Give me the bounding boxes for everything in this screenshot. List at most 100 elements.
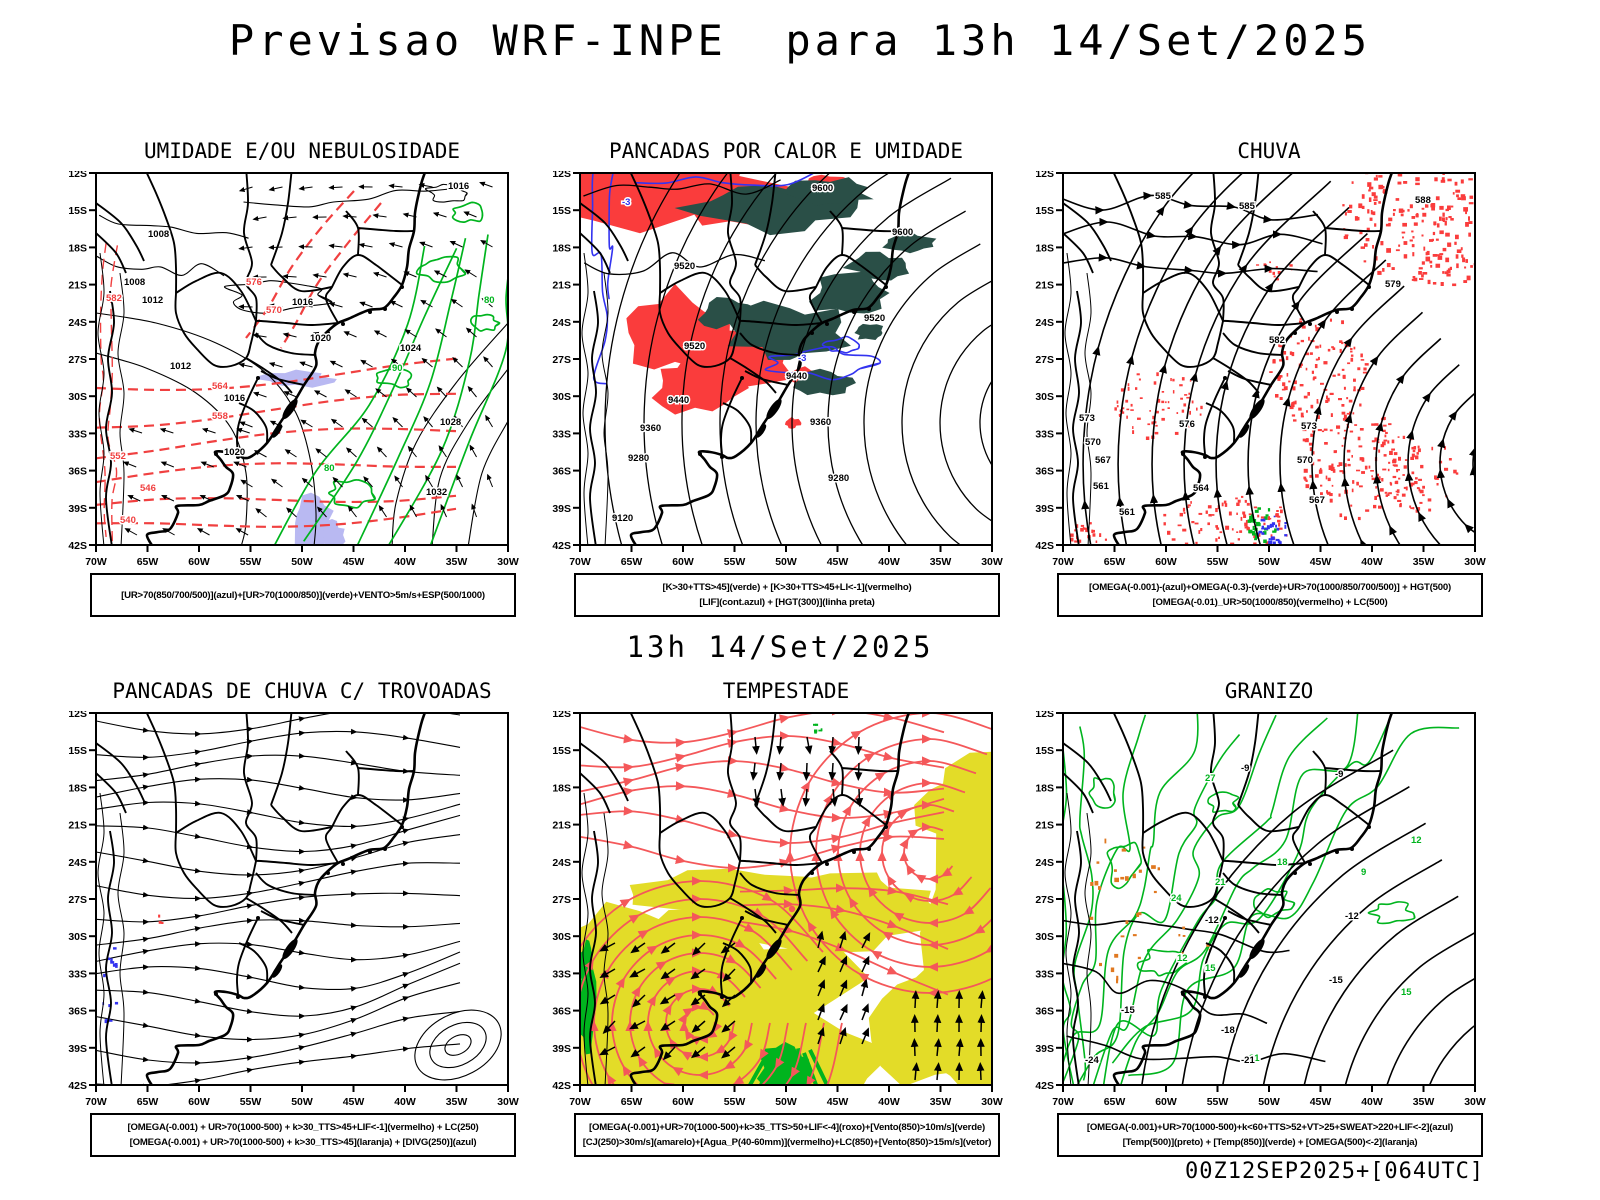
svg-text:576: 576 bbox=[1179, 419, 1195, 430]
caption-line: [OMEGA(-0.01)_UR>50(1000/850)(vermelho) … bbox=[1152, 597, 1388, 608]
svg-text:36S: 36S bbox=[68, 466, 87, 478]
panel-title: UMIDADE E/OU NEBULOSIDADE bbox=[143, 139, 461, 163]
svg-text:30W: 30W bbox=[981, 1096, 1003, 1108]
caption-line: [K>30+TTS>45](verde) + [K>30+TTS>45+LI<-… bbox=[662, 582, 912, 593]
svg-text:1016: 1016 bbox=[224, 393, 245, 404]
svg-text:27S: 27S bbox=[1035, 354, 1054, 366]
svg-text:42S: 42S bbox=[68, 540, 87, 552]
panel-title: CHUVA bbox=[1237, 139, 1301, 163]
svg-text:42S: 42S bbox=[1035, 1080, 1054, 1092]
svg-text:9440: 9440 bbox=[786, 371, 807, 382]
panel-trovoadas: PANCADAS DE CHUVA C/ TROVOADAS 12S 15S 18S… bbox=[60, 678, 530, 1157]
svg-text:1032: 1032 bbox=[426, 487, 447, 498]
svg-text:55W: 55W bbox=[724, 1096, 746, 1108]
svg-text:18S: 18S bbox=[552, 782, 571, 794]
svg-text:12S: 12S bbox=[68, 711, 87, 720]
svg-text:70W: 70W bbox=[1052, 556, 1074, 568]
svg-text:561: 561 bbox=[1093, 481, 1110, 492]
svg-text:40W: 40W bbox=[1361, 556, 1383, 568]
svg-text:12S: 12S bbox=[1035, 171, 1054, 180]
svg-text:12: 12 bbox=[1411, 835, 1422, 846]
svg-text:1020: 1020 bbox=[310, 333, 331, 344]
svg-text:50W: 50W bbox=[1258, 556, 1280, 568]
svg-text:15S: 15S bbox=[68, 205, 87, 217]
svg-text:-15: -15 bbox=[1329, 975, 1343, 986]
svg-text:60W: 60W bbox=[672, 556, 694, 568]
svg-text:9360: 9360 bbox=[640, 423, 661, 434]
svg-text:42S: 42S bbox=[68, 1080, 87, 1092]
svg-text:9520: 9520 bbox=[684, 341, 705, 352]
svg-text:39S: 39S bbox=[1035, 503, 1054, 515]
caption-box: [K>30+TTS>45](verde) + [K>30+TTS>45+LI<-… bbox=[574, 573, 1000, 617]
svg-text:39S: 39S bbox=[68, 503, 87, 515]
svg-text:-12: -12 bbox=[1205, 915, 1219, 926]
svg-text:27: 27 bbox=[1205, 773, 1216, 784]
svg-text:39S: 39S bbox=[1035, 1043, 1054, 1055]
svg-text:15S: 15S bbox=[552, 205, 571, 217]
svg-text:80: 80 bbox=[484, 295, 495, 306]
svg-text:21S: 21S bbox=[1035, 820, 1054, 832]
svg-text:9: 9 bbox=[1361, 867, 1366, 878]
svg-text:-3: -3 bbox=[622, 197, 630, 208]
svg-text:80: 80 bbox=[324, 463, 335, 474]
svg-text:570: 570 bbox=[1085, 437, 1101, 448]
umidade-map-chart: 1008 1008 1012 1016 1020 1012 1016 1020 1016 1024… bbox=[68, 171, 519, 568]
svg-text:36S: 36S bbox=[552, 1006, 571, 1018]
tempestade-map-chart: 12S 15S 18S 21S 24S 27S 30S 33S 36S 39S 42S 70W 65W 6… bbox=[552, 711, 1003, 1108]
valid-time-subtitle: 13h 14/Set/2025 bbox=[626, 630, 934, 664]
svg-text:18: 18 bbox=[1277, 857, 1288, 868]
caption-line: [LIF](cont.azul) + [HGT(300)](linha pret… bbox=[699, 597, 875, 608]
panel-umidade: UMIDADE E/OU NEBULOSIDADE 1008 1008 1012 10… bbox=[60, 138, 530, 617]
svg-text:15S: 15S bbox=[68, 745, 87, 757]
svg-text:1016: 1016 bbox=[448, 181, 469, 192]
svg-text:36S: 36S bbox=[1035, 1006, 1054, 1018]
svg-text:18S: 18S bbox=[1035, 782, 1054, 794]
svg-text:15S: 15S bbox=[1035, 205, 1054, 217]
svg-text:12S: 12S bbox=[552, 711, 571, 720]
svg-text:1016: 1016 bbox=[292, 297, 313, 308]
svg-text:21S: 21S bbox=[552, 820, 571, 832]
svg-text:30W: 30W bbox=[497, 556, 519, 568]
svg-text:9440: 9440 bbox=[668, 395, 689, 406]
svg-text:50W: 50W bbox=[291, 1096, 313, 1108]
svg-text:55W: 55W bbox=[240, 1096, 262, 1108]
svg-text:50W: 50W bbox=[775, 556, 797, 568]
svg-text:24S: 24S bbox=[68, 317, 87, 329]
svg-text:70W: 70W bbox=[85, 1096, 107, 1108]
svg-text:65W: 65W bbox=[1104, 1096, 1126, 1108]
svg-text:24S: 24S bbox=[68, 857, 87, 869]
svg-text:582: 582 bbox=[106, 293, 122, 304]
svg-text:21: 21 bbox=[1215, 877, 1226, 888]
svg-text:42S: 42S bbox=[1035, 540, 1054, 552]
svg-text:30S: 30S bbox=[68, 391, 87, 403]
svg-text:570: 570 bbox=[1297, 455, 1313, 466]
svg-text:1008: 1008 bbox=[148, 229, 169, 240]
caption-line: [OMEGA(-0.001)+UR>70(1000-500)+k>35_TTS>… bbox=[588, 1122, 986, 1133]
panel-chuva: CHUVA 585 585 588 579 582 576 573 570 567 561 573 5… bbox=[1027, 138, 1497, 617]
svg-text:50W: 50W bbox=[775, 1096, 797, 1108]
svg-text:35W: 35W bbox=[930, 1096, 952, 1108]
svg-text:21S: 21S bbox=[1035, 280, 1054, 292]
svg-text:27S: 27S bbox=[552, 354, 571, 366]
svg-text:15: 15 bbox=[1205, 963, 1216, 974]
svg-text:35W: 35W bbox=[930, 556, 952, 568]
svg-text:24S: 24S bbox=[1035, 317, 1054, 329]
svg-text:40W: 40W bbox=[394, 1096, 416, 1108]
svg-text:65W: 65W bbox=[137, 556, 159, 568]
svg-text:564: 564 bbox=[1193, 483, 1210, 494]
caption-box: [UR>70(850/700/500)](azul)+[UR>70(1000/8… bbox=[90, 573, 516, 617]
svg-text:65W: 65W bbox=[137, 1096, 159, 1108]
svg-text:24S: 24S bbox=[1035, 857, 1054, 869]
svg-text:30S: 30S bbox=[68, 931, 87, 943]
svg-text:9520: 9520 bbox=[864, 313, 885, 324]
caption-line: [Temp(500)](preto) + [Temp(850)](verde) … bbox=[1122, 1137, 1418, 1148]
svg-text:45W: 45W bbox=[1310, 1096, 1332, 1108]
svg-text:585: 585 bbox=[1155, 191, 1172, 202]
svg-text:24: 24 bbox=[1171, 893, 1182, 904]
svg-text:-12: -12 bbox=[1345, 911, 1359, 922]
svg-text:21S: 21S bbox=[68, 280, 87, 292]
svg-text:1008: 1008 bbox=[124, 277, 145, 288]
svg-text:12: 12 bbox=[1177, 953, 1188, 964]
panel-title: TEMPESTADE bbox=[722, 679, 850, 703]
svg-text:18S: 18S bbox=[1035, 242, 1054, 254]
